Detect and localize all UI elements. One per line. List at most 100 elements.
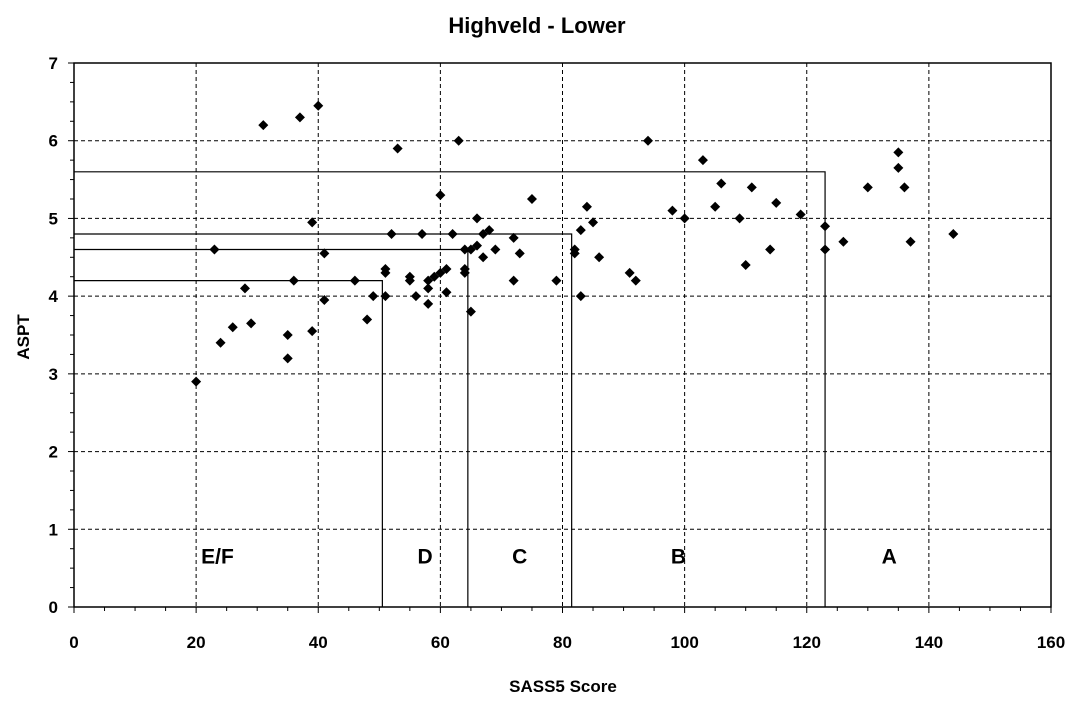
grid-lines (74, 63, 1051, 607)
data-point (594, 252, 605, 263)
data-point (362, 314, 373, 325)
data-point (453, 135, 464, 146)
data-point (588, 217, 599, 228)
data-point (459, 244, 470, 255)
data-point (417, 228, 428, 239)
data-point (862, 182, 873, 193)
x-tick-label: 100 (670, 633, 698, 652)
data-point (624, 267, 635, 278)
data-point (349, 275, 360, 286)
data-point (423, 298, 434, 309)
data-point (765, 244, 776, 255)
data-point (380, 267, 391, 278)
y-tick-labels: 0 1 2 3 4 5 6 7 (49, 54, 59, 617)
data-point (697, 155, 708, 166)
data-point (441, 287, 452, 298)
data-point (386, 228, 397, 239)
data-point (667, 205, 678, 216)
data-point (313, 100, 324, 111)
data-point (227, 322, 238, 333)
band-label: C (512, 545, 527, 568)
data-point (734, 213, 745, 224)
data-point (820, 221, 831, 232)
data-point (404, 271, 415, 282)
data-point (905, 236, 916, 247)
x-tick-label: 120 (793, 633, 821, 652)
band-boundary-line (74, 280, 383, 607)
data-point (282, 353, 293, 364)
x-tick-labels: 0 20 40 60 80 100 120 140 160 (69, 633, 1065, 652)
y-tick-label: 4 (49, 287, 59, 306)
data-point (246, 318, 257, 329)
data-point (392, 143, 403, 154)
data-point (215, 337, 226, 348)
data-point (948, 228, 959, 239)
data-point (447, 228, 458, 239)
x-tick-label: 140 (915, 633, 943, 652)
data-point (514, 248, 525, 259)
data-point (526, 194, 537, 204)
data-point (746, 182, 757, 193)
band-label: E/F (201, 545, 234, 568)
band-boundaries (74, 171, 826, 607)
band-labels: E/F D C B A (201, 545, 897, 568)
data-point (258, 120, 269, 131)
data-point (484, 225, 495, 236)
data-point (771, 197, 782, 208)
data-point (307, 217, 318, 228)
data-point (282, 330, 293, 340)
data-point (710, 201, 721, 212)
data-point (209, 244, 220, 255)
data-point (423, 283, 434, 294)
data-point (899, 182, 910, 193)
data-point (820, 244, 831, 255)
x-tick-label: 0 (69, 633, 78, 652)
data-point (508, 232, 519, 243)
data-point (319, 248, 330, 259)
y-tick-label: 5 (49, 209, 58, 228)
data-point (307, 326, 318, 337)
data-point (191, 376, 202, 387)
data-point (575, 291, 586, 302)
band-label: A (882, 545, 897, 568)
band-boundary-line (74, 248, 469, 607)
data-point (368, 291, 379, 302)
x-tick-label: 160 (1037, 633, 1065, 652)
data-point (795, 209, 806, 220)
data-point (508, 275, 519, 286)
data-point (239, 283, 250, 294)
x-axis-label: SASS5 Score (509, 677, 617, 696)
x-tick-label: 60 (431, 633, 450, 652)
data-point (288, 275, 299, 286)
y-tick-label: 6 (49, 132, 58, 151)
data-point (575, 225, 586, 236)
data-point (319, 295, 330, 306)
data-point (569, 248, 580, 259)
data-point (465, 306, 476, 317)
data-point (630, 275, 641, 286)
data-point (893, 147, 904, 158)
y-tick-label: 2 (49, 443, 58, 462)
data-point (380, 291, 391, 302)
data-point (472, 213, 483, 224)
data-point (716, 178, 727, 189)
data-point (893, 162, 904, 173)
band-boundary-line (74, 171, 826, 607)
x-tick-label: 20 (187, 633, 206, 652)
data-point (472, 240, 483, 251)
chart-title: Highveld - Lower (448, 13, 626, 38)
x-tick-label: 40 (309, 633, 328, 652)
data-point (642, 135, 653, 146)
band-label: D (418, 545, 433, 568)
y-tick-label: 3 (49, 365, 58, 384)
x-tick-label: 80 (553, 633, 572, 652)
y-tick-label: 7 (49, 54, 58, 73)
y-axis-label: ASPT (14, 314, 33, 360)
data-point (679, 213, 690, 224)
data-point (478, 252, 489, 263)
data-point (740, 260, 751, 271)
y-tick-label: 1 (49, 520, 58, 539)
data-point (459, 263, 470, 274)
data-points (191, 100, 959, 387)
